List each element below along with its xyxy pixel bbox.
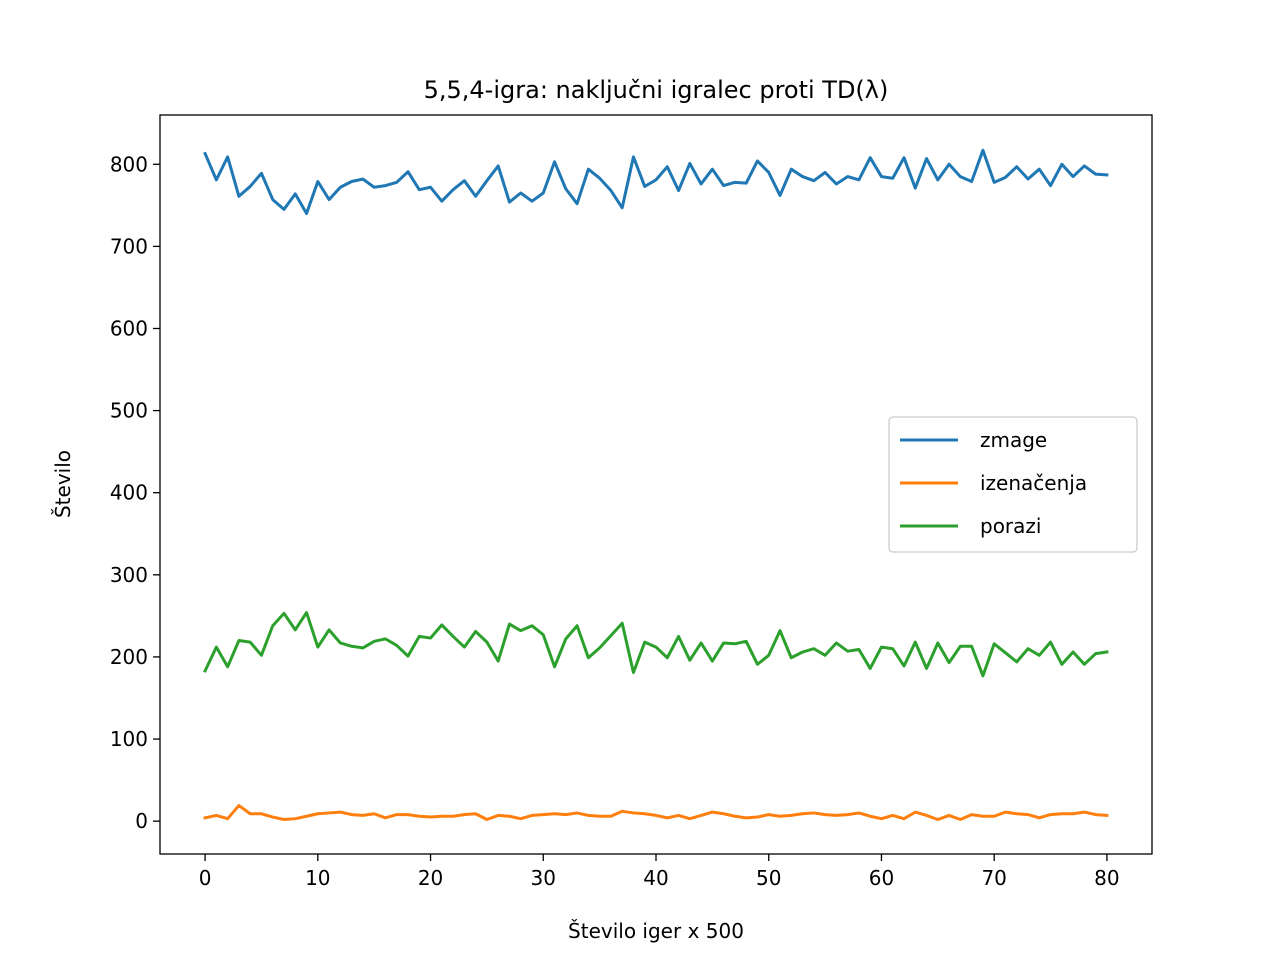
x-axis-ticks: 0 10 20 30 40 50 60 70 80 xyxy=(199,854,1120,890)
y-axis-label: Število xyxy=(51,450,75,518)
x-tick-label: 50 xyxy=(756,866,781,890)
legend-label-2: porazi xyxy=(980,514,1041,538)
series-layer xyxy=(203,148,1109,822)
y-tick-label: 200 xyxy=(110,645,148,669)
series-line-1 xyxy=(203,804,1109,822)
x-tick-label: 20 xyxy=(418,866,443,890)
y-tick-label: 0 xyxy=(135,809,148,833)
x-tick-label: 80 xyxy=(1094,866,1119,890)
y-tick-label: 500 xyxy=(110,399,148,423)
x-tick-label: 60 xyxy=(869,866,894,890)
chart-title: 5,5,4-igra: naključni igralec proti TD(λ… xyxy=(424,76,889,104)
y-tick-label: 400 xyxy=(110,481,148,505)
y-tick-label: 300 xyxy=(110,563,148,587)
x-tick-label: 70 xyxy=(981,866,1006,890)
y-tick-label: 100 xyxy=(110,727,148,751)
legend: zmage izenačenja porazi xyxy=(888,416,1138,553)
y-tick-label: 800 xyxy=(110,152,148,176)
legend-label-1: izenačenja xyxy=(980,471,1087,495)
x-tick-label: 0 xyxy=(199,866,212,890)
series-line-0 xyxy=(203,148,1109,216)
series-line-2 xyxy=(203,611,1109,678)
y-tick-label: 700 xyxy=(110,234,148,258)
legend-label-0: zmage xyxy=(980,428,1047,452)
x-tick-label: 40 xyxy=(643,866,668,890)
x-tick-label: 30 xyxy=(531,866,556,890)
x-axis-label: Število iger x 500 xyxy=(568,919,744,943)
y-axis-ticks: 0 100 200 300 400 500 600 700 800 xyxy=(110,152,160,833)
x-tick-label: 10 xyxy=(305,866,330,890)
legend-box xyxy=(888,416,1138,553)
y-tick-label: 600 xyxy=(110,316,148,340)
